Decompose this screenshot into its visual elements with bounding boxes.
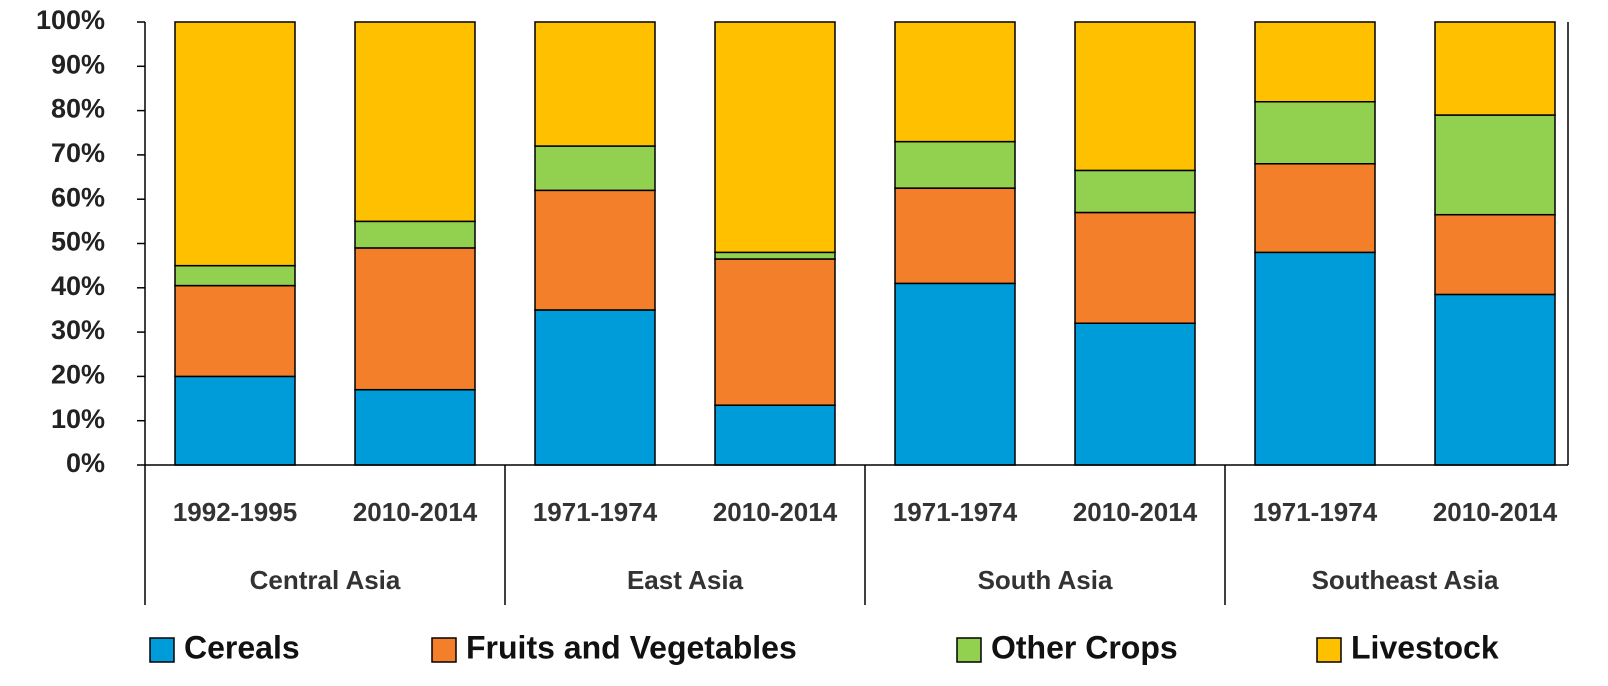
bar-segment [354,388,476,466]
bar-segment [714,404,836,466]
bar-segment [1434,21,1556,116]
x-tick-label: 1971-1974 [1253,497,1378,527]
y-tick-label: 90% [51,49,105,79]
bar-segment [174,375,296,466]
y-tick-label: 20% [51,360,105,390]
x-tick-label: 1971-1974 [533,497,658,527]
legend-label: Cereals [184,629,300,665]
x-tick-label: 2010-2014 [1433,497,1558,527]
bar-segment [354,220,476,249]
bar-segment [894,140,1016,189]
bar-segment [1254,100,1376,165]
legend-swatch [431,637,457,663]
legend-swatch [149,637,175,663]
x-tick-label: 2010-2014 [1073,497,1198,527]
x-tick-label: 2010-2014 [713,497,838,527]
legend-label: Livestock [1351,629,1499,665]
bar-segment [894,21,1016,143]
bar-segment [894,187,1016,285]
bar-segment [534,309,656,466]
legend-label: Other Crops [991,629,1178,665]
bar-segment [1254,251,1376,466]
bar-segment [534,21,656,147]
y-tick-label: 30% [51,315,105,345]
bar-segment [354,21,476,223]
bar-segment [714,21,836,254]
x-tick-label: 2010-2014 [353,497,478,527]
bar-segment [534,145,656,192]
y-tick-label: 50% [51,227,105,257]
y-tick-label: 70% [51,138,105,168]
y-tick-label: 100% [36,5,105,35]
bar-segment [1074,21,1196,172]
bar-segment [1434,114,1556,216]
bar-segment [174,264,296,287]
bar-segment [894,282,1016,466]
bar-segment [1254,21,1376,103]
y-tick-label: 60% [51,182,105,212]
bar-segment [354,247,476,391]
group-label: East Asia [627,565,744,595]
group-label: Central Asia [250,565,401,595]
legend-label: Fruits and Vegetables [466,629,797,665]
bar-segment [1254,163,1376,254]
y-tick-label: 0% [66,448,105,478]
bar-segment [1074,322,1196,466]
y-tick-label: 80% [51,94,105,124]
bar-segment [534,189,656,311]
bar-segment [1074,169,1196,214]
group-label: Southeast Asia [1312,565,1499,595]
x-tick-label: 1971-1974 [893,497,1018,527]
group-label: South Asia [978,565,1113,595]
legend-swatch [956,637,982,663]
bar-segment [1074,211,1196,324]
bar-segment [174,21,296,267]
y-tick-label: 10% [51,404,105,434]
y-tick-label: 40% [51,271,105,301]
bar-segment [174,284,296,378]
x-tick-label: 1992-1995 [173,497,297,527]
bar-segment [714,251,836,260]
bar-segment [1434,293,1556,466]
bar-segment [714,258,836,406]
legend-swatch [1316,637,1342,663]
bar-segment [1434,213,1556,296]
